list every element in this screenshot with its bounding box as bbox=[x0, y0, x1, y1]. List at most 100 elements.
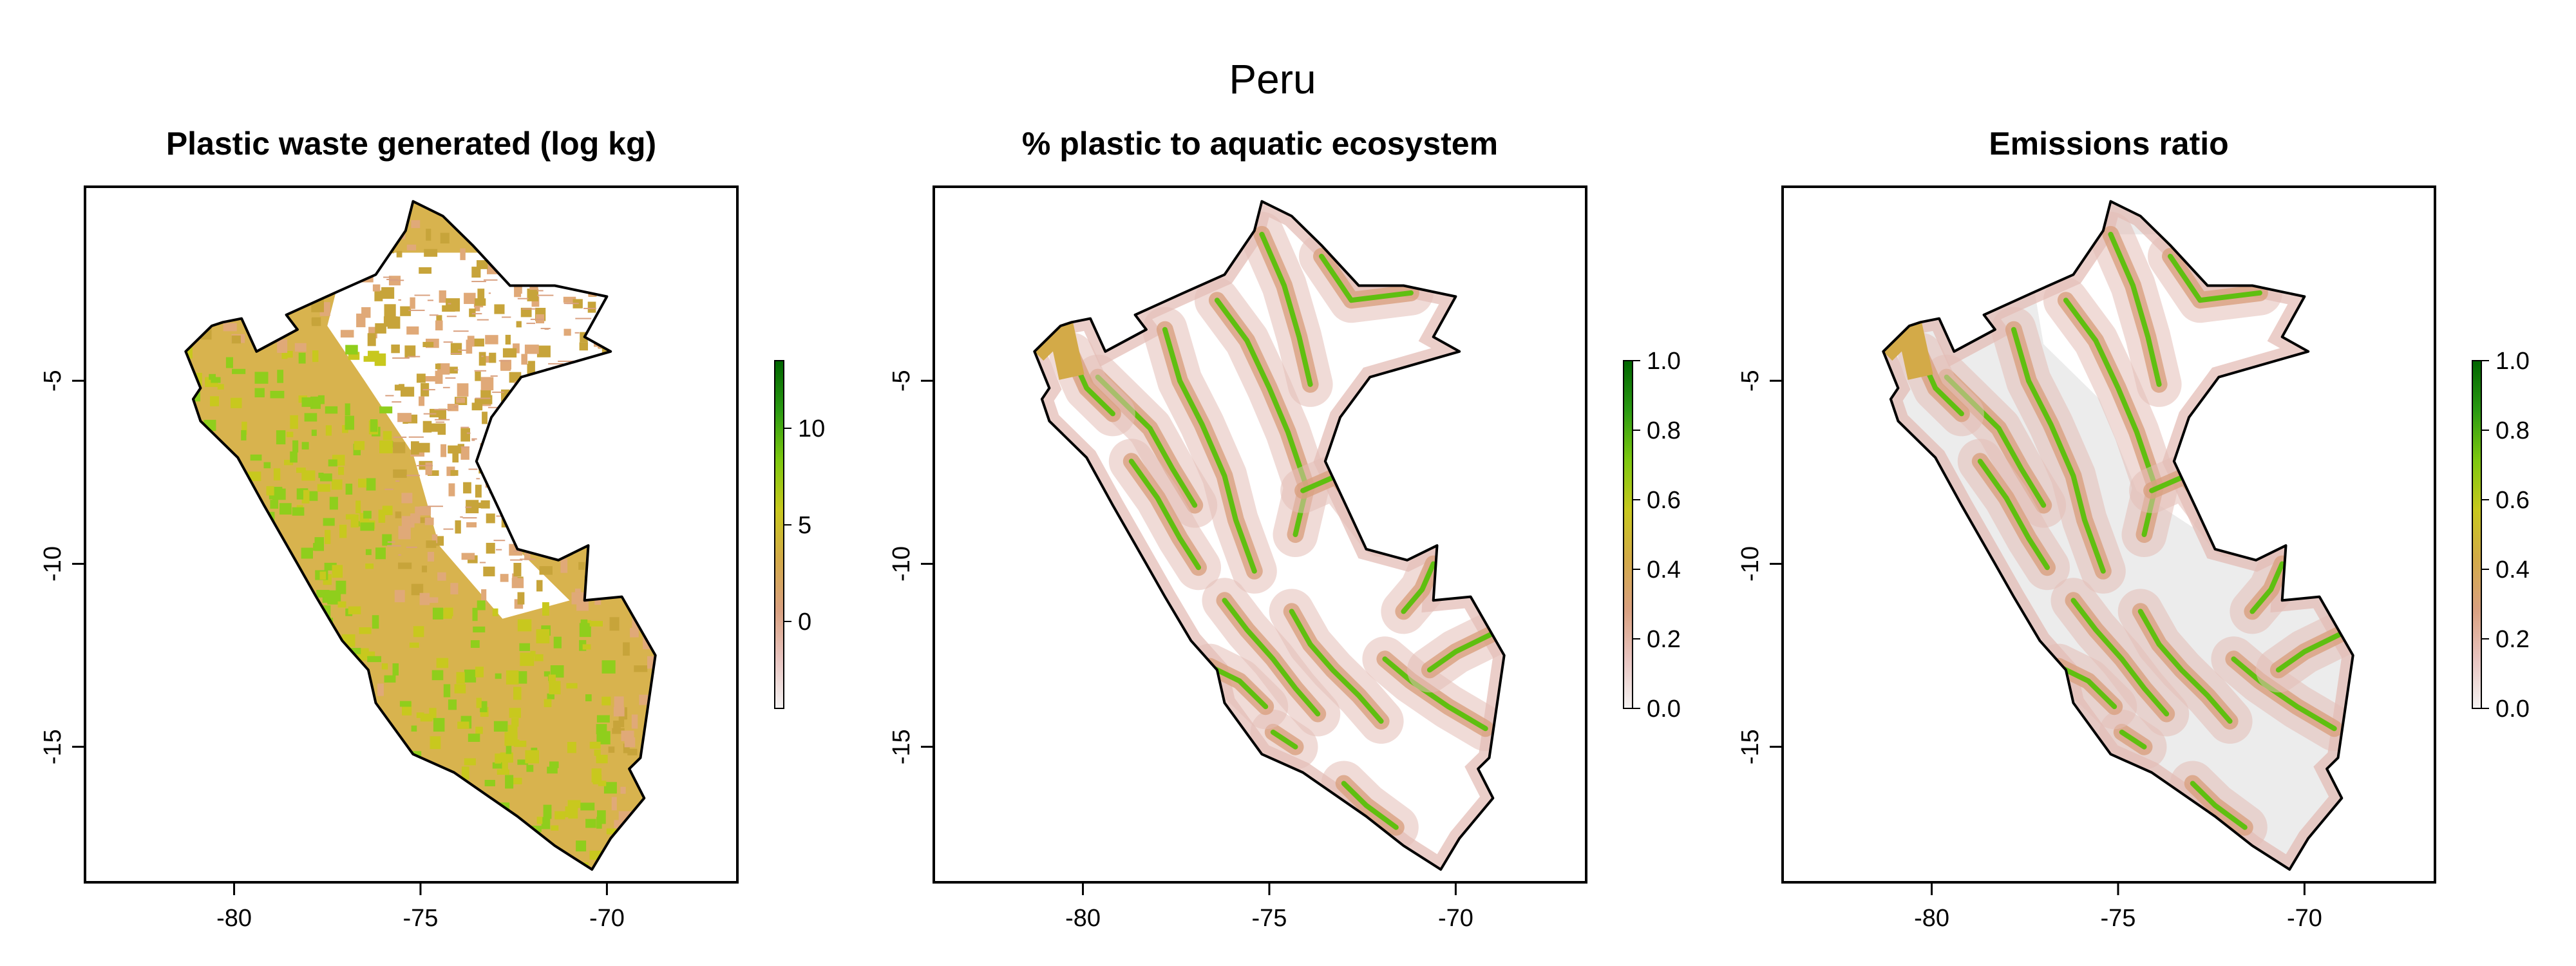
raster-cell bbox=[297, 723, 307, 734]
raster-cell bbox=[393, 469, 407, 478]
raster-cell bbox=[271, 636, 280, 645]
raster-cell bbox=[336, 742, 343, 752]
raster-cell bbox=[645, 347, 656, 355]
raster-cell bbox=[193, 704, 201, 713]
raster-cell bbox=[578, 263, 589, 276]
y-tick-label: -15 bbox=[888, 729, 915, 764]
raster-cell bbox=[311, 430, 317, 436]
raster-cell bbox=[465, 506, 472, 508]
raster-cell bbox=[574, 332, 580, 334]
raster-cell bbox=[605, 321, 614, 335]
raster-cell bbox=[443, 341, 453, 343]
raster-cell bbox=[233, 791, 239, 800]
raster-cell bbox=[366, 478, 376, 491]
raster-cell bbox=[423, 413, 437, 415]
raster-layer bbox=[185, 201, 665, 880]
raster-cell bbox=[266, 486, 274, 496]
raster-cell bbox=[203, 698, 213, 705]
raster-cell bbox=[631, 714, 638, 729]
raster-cell bbox=[392, 401, 402, 403]
raster-cell bbox=[329, 225, 341, 239]
raster-cell bbox=[319, 238, 332, 248]
raster-cell bbox=[522, 866, 529, 870]
raster-cell bbox=[191, 571, 202, 581]
raster-cell bbox=[368, 651, 375, 658]
raster-cell bbox=[466, 432, 471, 434]
raster-cell bbox=[321, 647, 330, 654]
raster-cell bbox=[584, 486, 592, 494]
raster-cell bbox=[568, 466, 580, 472]
raster-cell bbox=[542, 488, 551, 500]
raster-cell bbox=[536, 345, 551, 357]
raster-cell bbox=[644, 740, 650, 750]
raster-cell bbox=[618, 460, 629, 468]
raster-cell bbox=[516, 671, 527, 684]
raster-cell bbox=[430, 423, 442, 432]
raster-cell bbox=[568, 806, 578, 819]
raster-cell bbox=[622, 392, 636, 399]
y-tick-label: -5 bbox=[1737, 370, 1764, 392]
raster-cell bbox=[587, 492, 595, 506]
raster-cell bbox=[254, 597, 263, 607]
colorbar-tick-label: 1.0 bbox=[1647, 348, 1681, 375]
raster-cell bbox=[481, 355, 484, 357]
raster-cell bbox=[213, 669, 222, 677]
raster-cell bbox=[223, 323, 237, 332]
raster-cell bbox=[578, 562, 585, 570]
raster-cell bbox=[647, 328, 656, 342]
raster-cell bbox=[416, 374, 426, 383]
raster-cell bbox=[378, 509, 386, 523]
raster-cell bbox=[606, 828, 618, 835]
raster-cell bbox=[333, 243, 348, 254]
raster-cell bbox=[367, 333, 376, 346]
raster-cell bbox=[517, 619, 532, 632]
raster-cell bbox=[366, 733, 375, 743]
raster-cell bbox=[204, 874, 216, 880]
raster-cell bbox=[520, 229, 532, 239]
raster-cell bbox=[488, 406, 500, 408]
raster-cell bbox=[623, 430, 637, 442]
raster-cell bbox=[483, 851, 491, 866]
raster-cell bbox=[381, 287, 395, 299]
raster-cell bbox=[511, 578, 524, 589]
raster-cell bbox=[540, 443, 545, 445]
raster-cell bbox=[583, 417, 589, 423]
raster-cell bbox=[362, 222, 373, 229]
colorbar-tick-label: 0.8 bbox=[1647, 417, 1681, 444]
raster-cell bbox=[609, 546, 617, 558]
colorbar: 0 5 10 bbox=[774, 360, 825, 709]
raster-cell bbox=[656, 261, 665, 270]
river-line bbox=[2249, 561, 2285, 614]
raster-cell bbox=[377, 824, 386, 837]
raster-cell bbox=[536, 245, 543, 253]
raster-cell bbox=[582, 644, 591, 650]
raster-cell bbox=[520, 307, 532, 317]
raster-cell bbox=[301, 294, 312, 304]
raster-cell bbox=[614, 321, 621, 330]
raster-cell bbox=[644, 406, 656, 413]
raster-cell bbox=[232, 793, 243, 806]
raster-cell bbox=[201, 567, 216, 577]
raster-cell bbox=[571, 516, 585, 531]
raster-cell bbox=[211, 377, 221, 383]
raster-cell bbox=[554, 858, 565, 870]
raster-cell bbox=[455, 821, 465, 834]
raster-cell bbox=[250, 618, 261, 625]
raster-cell bbox=[450, 583, 459, 594]
raster-cell bbox=[401, 493, 413, 504]
panel-title-3: Emissions ratio bbox=[1989, 126, 2228, 162]
raster-cell bbox=[254, 372, 269, 384]
raster-cell bbox=[410, 851, 420, 861]
raster-cell bbox=[502, 464, 517, 465]
raster-cell bbox=[418, 442, 430, 453]
raster-cell bbox=[203, 491, 210, 506]
raster-cell bbox=[254, 388, 265, 398]
raster-cell bbox=[239, 773, 249, 782]
raster-cell bbox=[265, 730, 274, 743]
raster-cell bbox=[524, 345, 539, 354]
river-line bbox=[1207, 663, 1269, 710]
raster-cell bbox=[615, 251, 626, 260]
raster-cell bbox=[629, 844, 638, 851]
raster-cell bbox=[630, 504, 643, 506]
raster-cell bbox=[472, 607, 478, 621]
